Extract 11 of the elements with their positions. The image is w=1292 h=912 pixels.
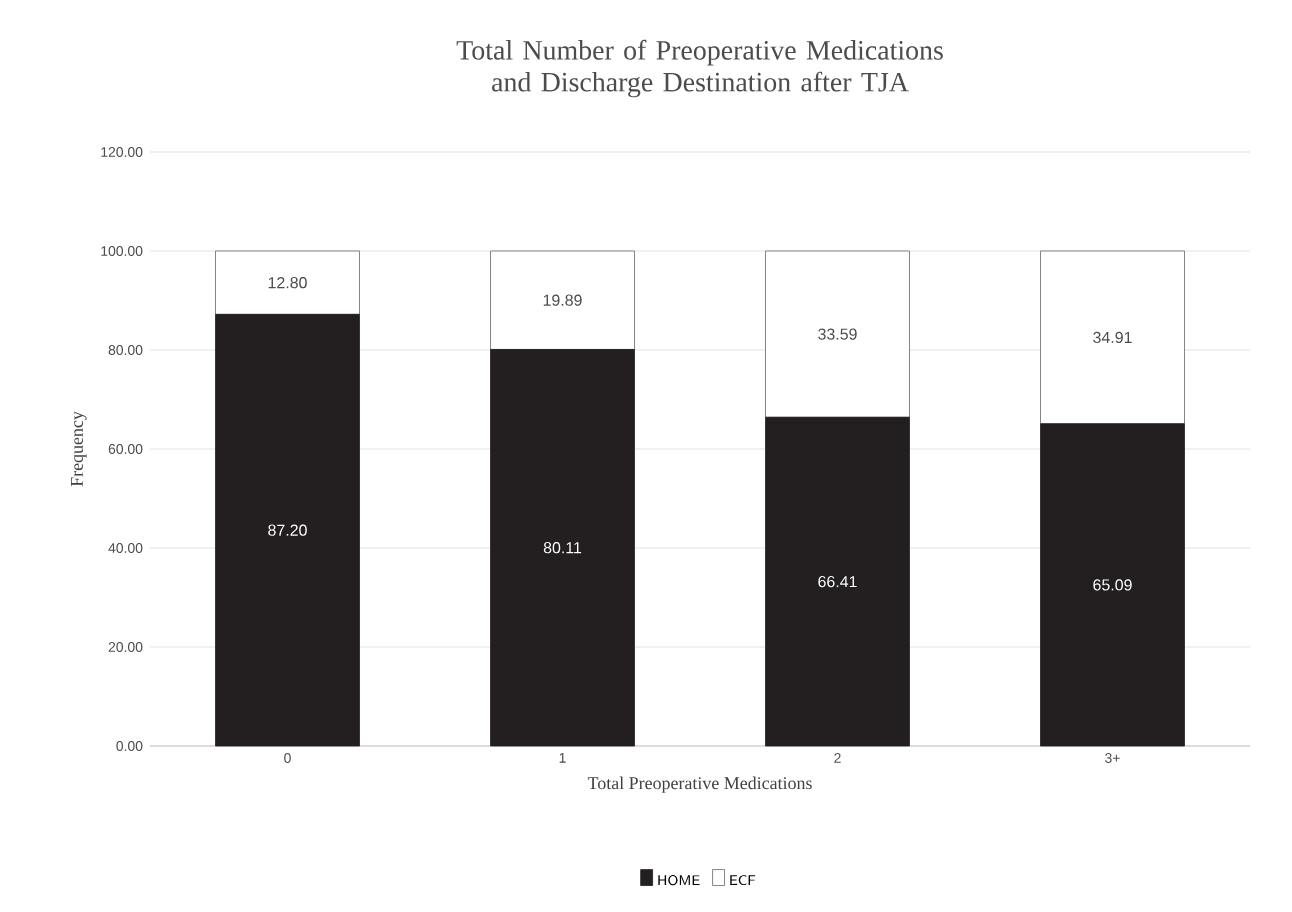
y-axis-title: Frequency xyxy=(71,411,87,487)
bar xyxy=(765,416,910,747)
chart-title: Total Number of Preoperative Medications and Discharge Destination after TJA xyxy=(456,39,943,98)
bar xyxy=(1040,250,1185,425)
bar xyxy=(1040,423,1185,747)
bar xyxy=(490,250,635,350)
bar xyxy=(215,250,360,315)
x-axis-title: Total Preoperative Medications xyxy=(587,776,812,793)
bar xyxy=(490,349,635,747)
bar xyxy=(215,313,360,747)
bar xyxy=(765,250,910,418)
